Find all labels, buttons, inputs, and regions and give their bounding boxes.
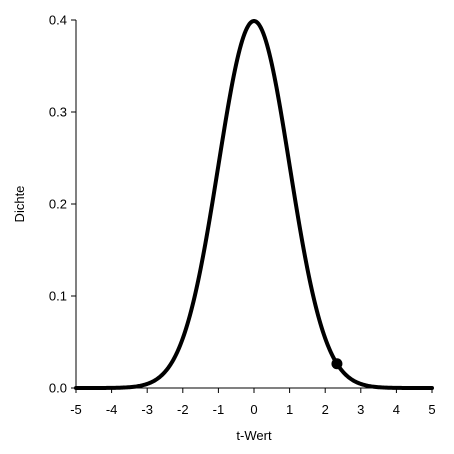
y-tick-label: 0.0 (49, 381, 67, 396)
y-tick-label: 0.2 (49, 197, 67, 212)
y-axis-title: Dichte (12, 186, 27, 223)
x-tick-label: -3 (141, 402, 153, 417)
x-tick-label: 1 (286, 402, 293, 417)
y-tick-label: 0.4 (49, 13, 67, 28)
x-tick-label: -5 (70, 402, 82, 417)
x-axis-title: t-Wert (236, 428, 272, 443)
x-ticks: -5 -4 -3 -2 -1 0 1 2 3 4 5 (70, 388, 436, 417)
density-curve (74, 18, 434, 390)
y-ticks: 0.0 0.1 0.2 0.3 0.4 (49, 13, 76, 396)
highlight-point (331, 358, 343, 370)
x-tick-label: 4 (393, 402, 400, 417)
y-axis: 0.0 0.1 0.2 0.3 0.4 (49, 13, 77, 396)
y-tick-label: 0.3 (49, 105, 67, 120)
x-tick-label: 0 (250, 402, 257, 417)
x-tick-label: -1 (213, 402, 225, 417)
y-tick-label: 0.1 (49, 289, 67, 304)
x-axis: -5 -4 -3 -2 -1 0 1 2 3 4 5 (70, 387, 436, 417)
x-tick-label: -2 (177, 402, 189, 417)
x-tick-label: 5 (428, 402, 435, 417)
x-tick-label: 3 (357, 402, 364, 417)
x-tick-label: -4 (106, 402, 118, 417)
x-tick-label: 2 (322, 402, 329, 417)
